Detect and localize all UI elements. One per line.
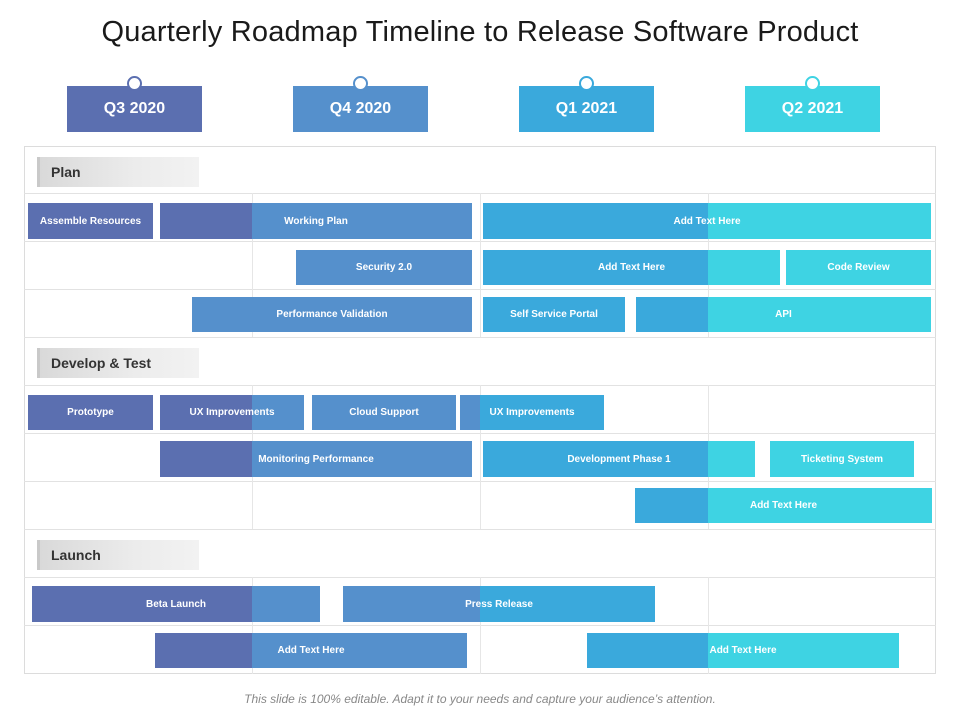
quarter-label: Q1 2021: [519, 86, 654, 132]
grid-row-divider: [24, 529, 936, 530]
quarter-header-q2-2021: Q2 2021: [745, 76, 880, 132]
task-bar-add-text: Add Text Here: [483, 203, 931, 239]
task-bar-beta-launch: Beta Launch: [32, 586, 320, 622]
task-bar-development-phase-1: Development Phase 1: [483, 441, 755, 477]
task-bar-add-text: Add Text Here: [155, 633, 467, 668]
grid-column-divider: [708, 577, 709, 674]
task-bar-self-service-portal: Self Service Portal: [483, 297, 625, 332]
task-bar-ticketing-system: Ticketing System: [770, 441, 914, 477]
quarter-header-q4-2020: Q4 2020: [293, 76, 428, 132]
task-bar-add-text: Add Text Here: [635, 488, 932, 523]
slide-title: Quarterly Roadmap Timeline to Release So…: [101, 16, 859, 48]
timeline-dot-icon: [127, 76, 142, 91]
quarter-label: Q3 2020: [67, 86, 202, 132]
task-bar-monitoring-performance: Monitoring Performance: [160, 441, 472, 477]
task-bar-security: Security 2.0: [296, 250, 472, 285]
grid-column-divider: [480, 193, 481, 337]
quarter-header-q3-2020: Q3 2020: [67, 76, 202, 132]
grid-column-divider: [480, 385, 481, 529]
timeline-dot-icon: [805, 76, 820, 91]
task-bar-code-review: Code Review: [786, 250, 931, 285]
section-label-develop-test: Develop & Test: [37, 348, 199, 378]
timeline-dot-icon: [353, 76, 368, 91]
grid-column-divider: [252, 577, 253, 674]
task-bar-assemble-resources: Assemble Resources: [28, 203, 153, 239]
task-bar-prototype: Prototype: [28, 395, 153, 430]
quarter-label: Q2 2021: [745, 86, 880, 132]
task-bar-ux-improvements: UX Improvements: [160, 395, 304, 430]
task-bar-add-text: Add Text Here: [587, 633, 899, 668]
task-bar-performance-validation: Performance Validation: [192, 297, 472, 332]
grid-row-divider: [24, 337, 936, 338]
footer-note: This slide is 100% editable. Adapt it to…: [244, 692, 716, 706]
task-bar-api: API: [636, 297, 931, 332]
task-bar-add-text: Add Text Here: [483, 250, 780, 285]
section-label-plan: Plan: [37, 157, 199, 187]
task-bar-press-release: Press Release: [343, 586, 655, 622]
quarter-header-q1-2021: Q1 2021: [519, 76, 654, 132]
timeline-dot-icon: [579, 76, 594, 91]
task-bar-cloud-support: Cloud Support: [312, 395, 456, 430]
task-bar-ux-improvements: UX Improvements: [460, 395, 604, 430]
grid-column-divider: [480, 577, 481, 674]
grid-column-divider: [252, 193, 253, 337]
quarter-label: Q4 2020: [293, 86, 428, 132]
task-bar-working-plan: Working Plan: [160, 203, 472, 239]
section-label-launch: Launch: [37, 540, 199, 570]
